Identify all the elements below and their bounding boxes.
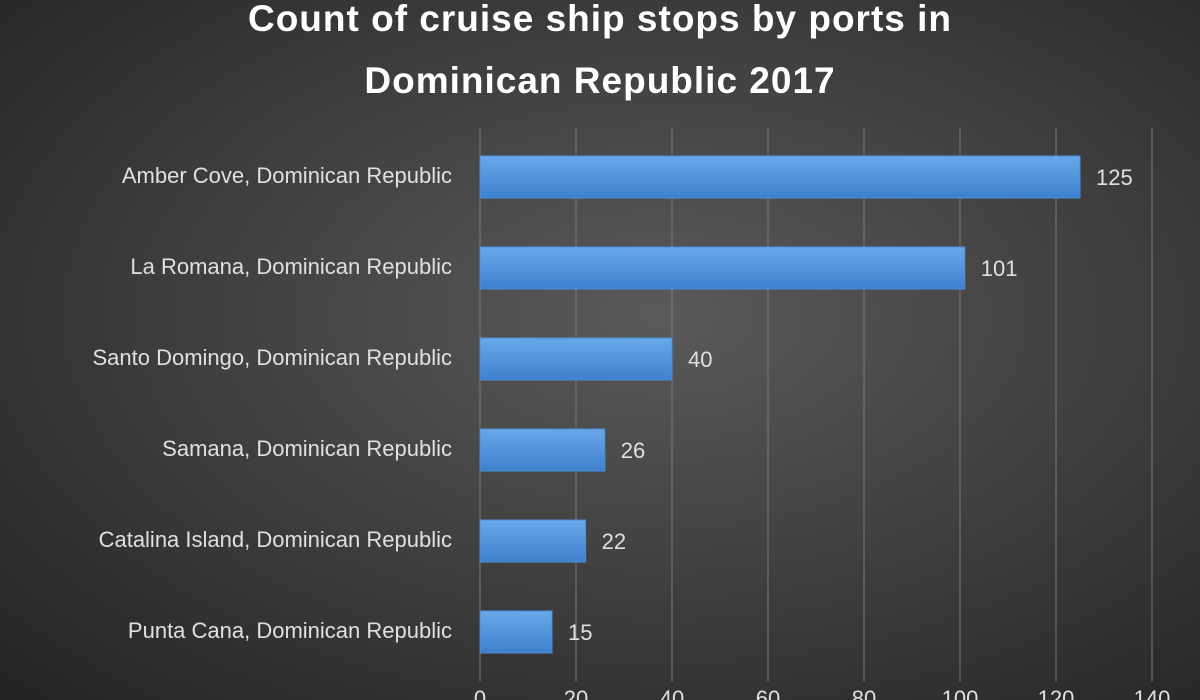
value-label: 125 <box>1096 165 1133 190</box>
value-label: 26 <box>621 438 645 463</box>
x-tick-label: 80 <box>852 686 876 700</box>
bar <box>479 246 966 290</box>
y-tick-label: Amber Cove, Dominican Republic <box>122 163 452 188</box>
y-tick-label: Punta Cana, Dominican Republic <box>128 618 452 643</box>
y-tick-label: Catalina Island, Dominican Republic <box>99 527 452 552</box>
x-tick-label: 20 <box>564 686 588 700</box>
value-label: 22 <box>602 529 626 554</box>
x-tick-label: 60 <box>756 686 780 700</box>
bar <box>479 519 587 563</box>
x-tick-label: 120 <box>1038 686 1075 700</box>
bar <box>479 155 1081 199</box>
x-tick-label: 0 <box>474 686 486 700</box>
chart-title: Count of cruise ship stops by ports in D… <box>247 0 953 101</box>
value-label: 15 <box>568 620 592 645</box>
x-tick-label: 40 <box>660 686 684 700</box>
bar <box>479 337 673 381</box>
value-label: 101 <box>981 256 1018 281</box>
x-tick-label: 140 <box>1134 686 1171 700</box>
y-tick-label: Samana, Dominican Republic <box>162 436 452 461</box>
y-tick-label: La Romana, Dominican Republic <box>130 254 452 279</box>
bar <box>479 610 553 654</box>
bar <box>479 428 606 472</box>
y-tick-label: Santo Domingo, Dominican Republic <box>92 345 452 370</box>
x-tick-label: 100 <box>942 686 979 700</box>
value-label: 40 <box>688 347 712 372</box>
